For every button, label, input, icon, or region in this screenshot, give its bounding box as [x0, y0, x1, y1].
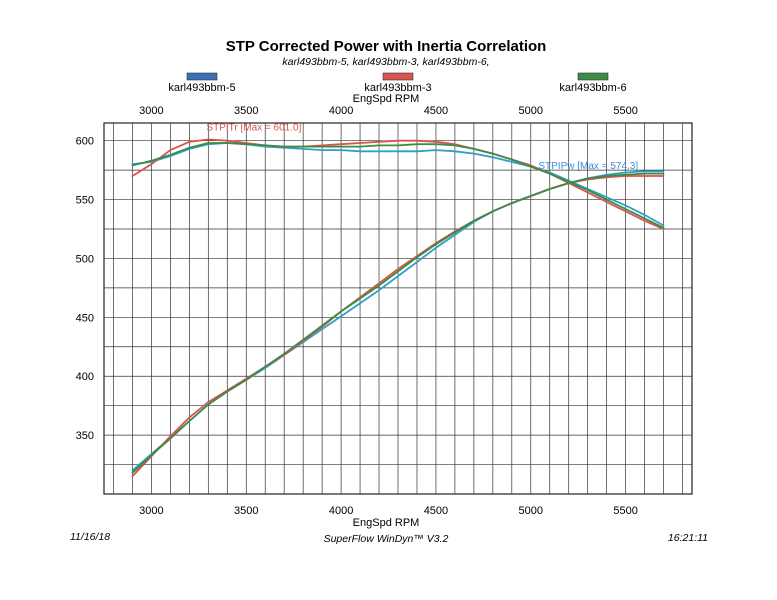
x-tick-bottom-5500: 5500 — [613, 505, 637, 517]
legend-swatch-0 — [186, 72, 218, 81]
legend-label-1: karl493bbm-3 — [364, 82, 431, 94]
y-tick-450: 450 — [76, 312, 94, 324]
chart-subtitle: karl493bbm-5, karl493bbm-3, karl493bbm-6… — [282, 56, 489, 68]
annotation-1: STPIPw [Max = 574.3] — [538, 161, 638, 172]
annotations: STPITr [Max = 601.0] STPIPw [Max = 574.3] — [206, 123, 638, 172]
y-tick-350: 350 — [76, 430, 94, 442]
footer-software: SuperFlow WinDyn™ V3.2 — [324, 533, 449, 545]
x-tick-bottom-4000: 4000 — [329, 505, 353, 517]
x-tick-top-3500: 3500 — [234, 105, 258, 117]
y-tick-labels: 350 400 450 500 550 600 — [76, 136, 94, 442]
x-tick-top-4000: 4000 — [329, 105, 353, 117]
gridlines — [104, 123, 692, 494]
y-tick-500: 500 — [76, 253, 94, 265]
y-tick-550: 550 — [76, 195, 94, 207]
y-tick-600: 600 — [76, 136, 94, 148]
x-tick-top-4500: 4500 — [424, 105, 448, 117]
y-tick-400: 400 — [76, 371, 94, 383]
series-line-5 — [131, 172, 665, 474]
legend-label-2: karl493bbm-6 — [559, 82, 626, 94]
series-lines — [131, 138, 665, 478]
bottom-x-tick-labels: 3000 3500 4000 4500 5000 5500 — [139, 505, 638, 517]
x-tick-top-5500: 5500 — [613, 105, 637, 117]
x-tick-bottom-3000: 3000 — [139, 505, 163, 517]
x-tick-top-3000: 3000 — [139, 105, 163, 117]
footer-date: 11/16/18 — [70, 531, 110, 543]
series-line-2 — [131, 142, 665, 229]
footer-time: 16:21:11 — [668, 532, 708, 544]
x-tick-bottom-3500: 3500 — [234, 505, 258, 517]
series-line-1 — [131, 138, 665, 230]
x-tick-bottom-5000: 5000 — [519, 505, 543, 517]
legend: karl493bbm-5 karl493bbm-3 karl493bbm-6 — [168, 72, 627, 94]
x-axis-title-top: EngSpd RPM — [353, 93, 420, 105]
x-tick-top-5000: 5000 — [519, 105, 543, 117]
top-x-tick-labels: 3000 3500 4000 4500 5000 5500 — [139, 105, 638, 117]
x-axis-title-bottom: EngSpd RPM — [353, 517, 420, 529]
legend-swatch-2 — [577, 72, 609, 81]
legend-swatch-1 — [382, 72, 414, 81]
x-tick-bottom-4500: 4500 — [424, 505, 448, 517]
legend-label-0: karl493bbm-5 — [168, 82, 235, 94]
chart-title: STP Corrected Power with Inertia Correla… — [226, 38, 547, 55]
annotation-0: STPITr [Max = 601.0] — [206, 123, 301, 134]
